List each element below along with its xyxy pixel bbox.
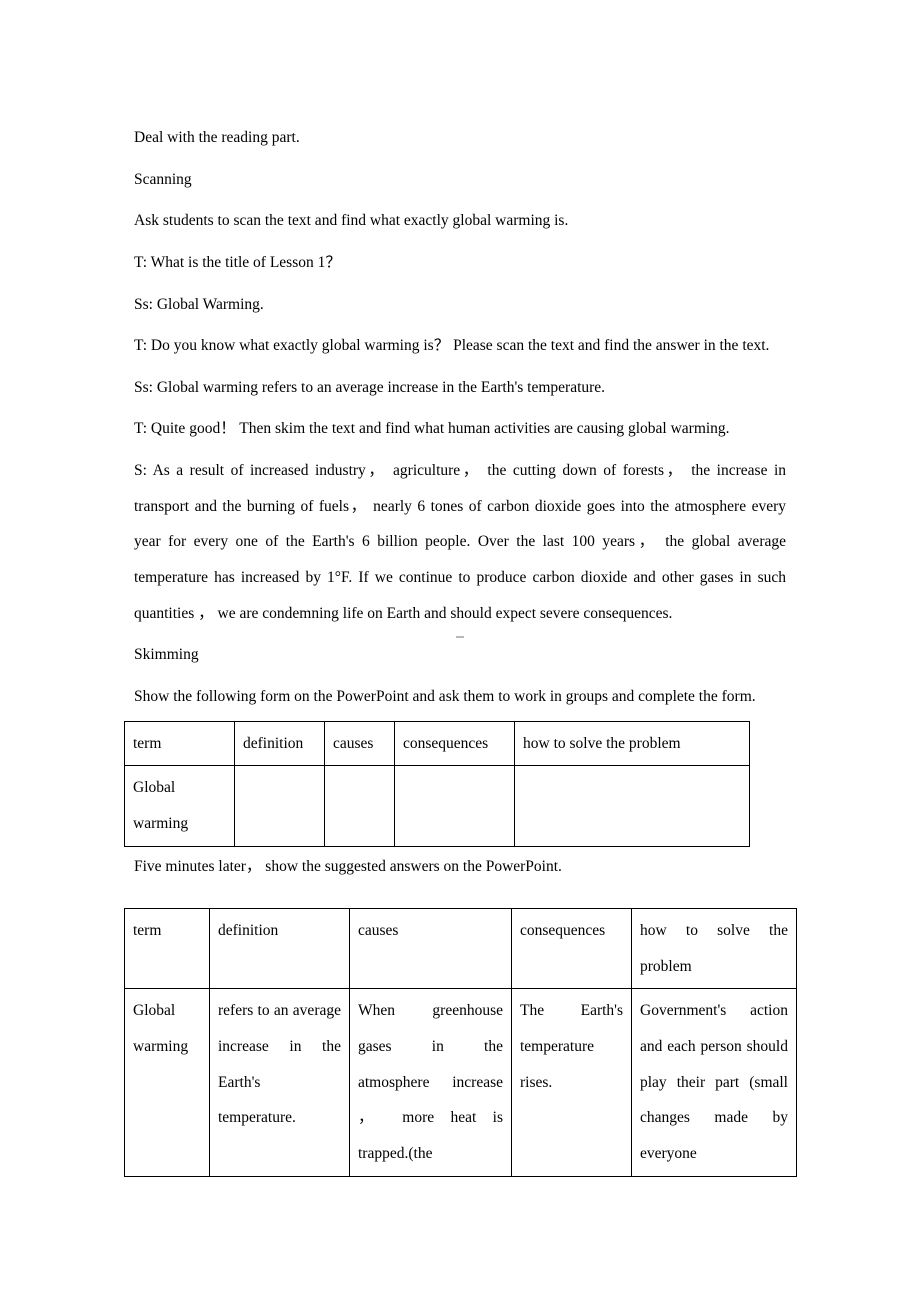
paragraph: Show the following form on the PowerPoin… — [134, 679, 786, 715]
cell-definition-header: definition — [210, 909, 350, 989]
cell-definition-value — [235, 766, 325, 846]
cell-definition-header: definition — [235, 721, 325, 766]
cell-consequences-value — [395, 766, 515, 846]
cell-term-value: Global warming — [125, 989, 210, 1176]
cell-causes-value: When greenhouse gases in the atmosphere … — [350, 989, 512, 1176]
dialogue-student: S: As a result of increased industry， ag… — [134, 453, 786, 631]
cell-causes-value — [325, 766, 395, 846]
cell-solution-header: how to solve the problem — [515, 721, 750, 766]
paragraph: Five minutes later， show the suggested a… — [134, 849, 786, 885]
cell-definition-value: refers to an average increase in the Ear… — [210, 989, 350, 1176]
table-row: term definition causes consequences how … — [125, 721, 750, 766]
dialogue-students: Ss: Global Warming. — [134, 287, 786, 323]
cell-term-header: term — [125, 909, 210, 989]
cell-consequences-value: The Earth's temperature rises. — [512, 989, 632, 1176]
blank-form-table: term definition causes consequences how … — [124, 721, 750, 847]
cell-causes-header: causes — [350, 909, 512, 989]
cell-consequences-header: consequences — [512, 909, 632, 989]
center-mark-icon — [456, 636, 464, 638]
cell-causes-header: causes — [325, 721, 395, 766]
section-heading-skimming: Skimming — [134, 637, 786, 673]
paragraph: Deal with the reading part. — [134, 120, 786, 156]
answers-table: term definition causes consequences how … — [124, 908, 797, 1176]
cell-consequences-header: consequences — [395, 721, 515, 766]
table-row: term definition causes consequences how … — [125, 909, 797, 989]
cell-term-header: term — [125, 721, 235, 766]
cell-term-value: Global warming — [125, 766, 235, 846]
paragraph: Ask students to scan the text and find w… — [134, 203, 786, 239]
dialogue-teacher: T: Quite good！ Then skim the text and fi… — [134, 411, 786, 447]
dialogue-students: Ss: Global warming refers to an average … — [134, 370, 786, 406]
dialogue-teacher: T: What is the title of Lesson 1？ — [134, 245, 786, 281]
document-page: Deal with the reading part. Scanning Ask… — [0, 0, 920, 1302]
cell-solution-value: Government's action and each person shou… — [632, 989, 797, 1176]
table-row: Global warming refers to an average incr… — [125, 989, 797, 1176]
cell-solution-header: how to solve the problem — [632, 909, 797, 989]
dialogue-teacher: T: Do you know what exactly global warmi… — [134, 328, 786, 364]
cell-solution-value — [515, 766, 750, 846]
section-heading-scanning: Scanning — [134, 162, 786, 198]
table-row: Global warming — [125, 766, 750, 846]
